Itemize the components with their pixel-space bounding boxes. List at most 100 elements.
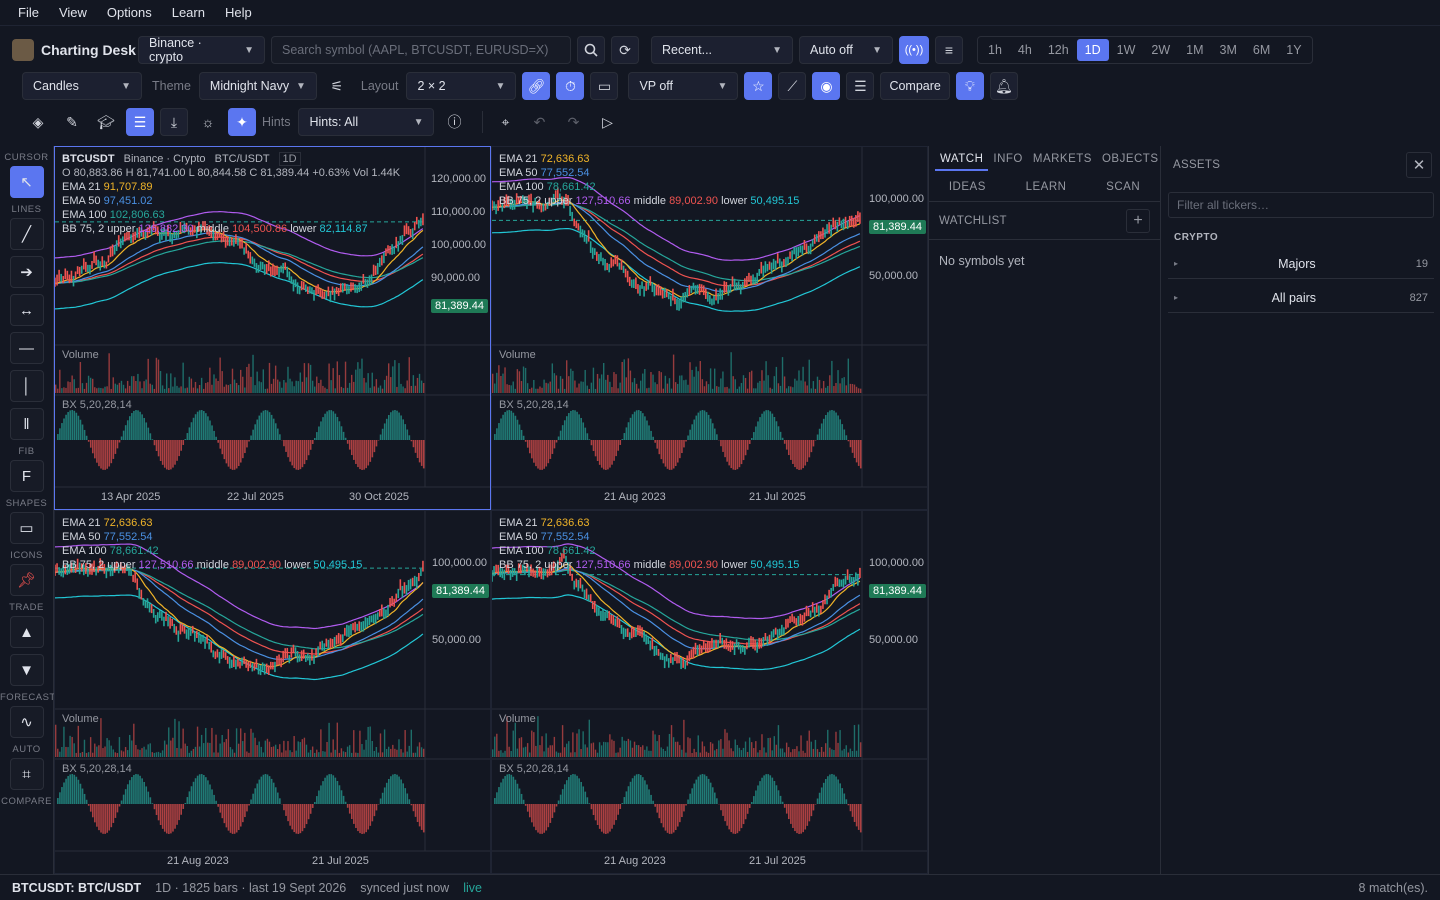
compare-button[interactable]: Compare (880, 72, 950, 100)
extended-line-tool[interactable]: ↔ (9, 294, 44, 326)
settings-sliders-button[interactable]: ⚟ (323, 72, 351, 100)
chart-legend: EMA 21 72,636.63 EMA 50 77,552.54 EMA 10… (499, 516, 799, 572)
help-button[interactable]: ⓘ (440, 108, 468, 136)
tab-markets[interactable]: MARKETS (1032, 153, 1092, 165)
tf-1d[interactable]: 1D (1076, 39, 1109, 61)
learn-button[interactable]: 🎓︎ (92, 108, 120, 136)
visibility-button[interactable]: ◉ (812, 72, 841, 100)
tab-ideas[interactable]: IDEAS (948, 180, 986, 193)
tf-4h[interactable]: 4h (1017, 43, 1032, 57)
volume-bar (584, 744, 586, 757)
bx-bar (570, 410, 572, 440)
menu-file[interactable]: File (18, 5, 39, 20)
fib-tool[interactable]: F (9, 460, 44, 492)
tf-6m[interactable]: 6M (1252, 43, 1271, 57)
layout-select[interactable]: 2 × 2 ▼ (406, 72, 517, 100)
horizontal-line-tool[interactable]: — (9, 332, 44, 364)
chart-pane-3[interactable]: EMA 21 72,636.63 EMA 50 77,552.54 EMA 10… (54, 510, 491, 874)
ema100-line (492, 203, 861, 282)
menu-help[interactable]: Help (224, 5, 252, 20)
group-all-pairs[interactable]: ▸ All pairs 827 (1168, 283, 1434, 313)
exchange-select[interactable]: Binance · crypto ▼ (138, 36, 265, 64)
bx-bar (412, 804, 415, 812)
timer-button[interactable]: ⏱︎ (556, 72, 585, 100)
volume-bar (320, 729, 322, 757)
alerts-button[interactable]: 🔔︎ (989, 72, 1018, 100)
indicators-button[interactable]: ⟋ (778, 72, 807, 100)
search-input[interactable]: Search symbol (AAPL, BTCUSDT, EURUSD=X) (271, 36, 571, 64)
sparkle-button[interactable]: ✦ (228, 108, 256, 136)
chart-pane-2[interactable]: EMA 21 72,636.63 EMA 50 77,552.54 EMA 10… (491, 146, 928, 510)
menu-learn[interactable]: Learn (171, 5, 205, 20)
group-majors[interactable]: ▸ Majors 19 (1168, 249, 1434, 279)
volume-bar (769, 737, 771, 757)
replay-button[interactable]: ▷ (593, 108, 621, 136)
tf-1m[interactable]: 1M (1186, 43, 1204, 57)
volume-bar (404, 730, 406, 757)
ray-tool[interactable]: ➔ (9, 256, 44, 288)
redo-button[interactable]: ↷ (559, 108, 587, 136)
bx-bar (301, 804, 304, 832)
list-view-button[interactable]: ☰ (126, 108, 154, 136)
menu-view[interactable]: View (58, 5, 87, 20)
volume-bar (357, 362, 359, 393)
parallel-channel-tool[interactable]: ‖ (9, 408, 44, 440)
tf-1h[interactable]: 1h (988, 43, 1002, 57)
trend-line-tool[interactable]: ╱ (9, 218, 44, 250)
chart-pane-4[interactable]: EMA 21 72,636.63 EMA 50 77,552.54 EMA 10… (491, 510, 928, 874)
volume-bar (145, 379, 147, 393)
tab-watch[interactable]: WATCH (935, 153, 989, 171)
screen-button[interactable]: ▭ (590, 72, 619, 100)
tab-info[interactable]: INFO (993, 153, 1023, 165)
bx-bar (131, 413, 133, 440)
search-button[interactable] (577, 36, 605, 64)
volume-bar (311, 746, 314, 757)
volume-bar (771, 750, 773, 757)
favorite-button[interactable]: ☆ (744, 72, 773, 100)
menu-options[interactable]: Options (106, 5, 152, 20)
download-button[interactable]: ⤓ (160, 108, 188, 136)
ticker-filter-input[interactable]: Filter all tickers… (1168, 192, 1434, 218)
auto-pattern-tool[interactable]: ⌗ (9, 758, 44, 790)
pin-tool[interactable]: 📌︎ (9, 564, 44, 596)
volume-bar (266, 738, 269, 757)
tab-learn[interactable]: LEARN (1025, 180, 1067, 193)
tf-1y[interactable]: 1Y (1286, 43, 1302, 57)
tf-2w[interactable]: 2W (1151, 43, 1171, 57)
recent-select[interactable]: Recent... ▼ (651, 36, 793, 64)
add-symbol-button[interactable]: + (1126, 208, 1150, 233)
chart-type-select[interactable]: Candles ▼ (22, 72, 142, 100)
short-position-tool[interactable]: ▼ (9, 654, 44, 686)
crosshair-button[interactable]: ⌖ (491, 108, 519, 136)
brightness-button[interactable]: ☼ (194, 108, 222, 136)
close-assets-button[interactable]: ✕ (1406, 152, 1432, 178)
link-button[interactable]: 🔗︎ (522, 72, 551, 100)
auto-select[interactable]: Auto off ▼ (799, 36, 893, 64)
layers-button[interactable]: ◈ (24, 108, 52, 136)
refresh-button[interactable]: ⟳ (611, 36, 639, 64)
tf-3m[interactable]: 3M (1219, 43, 1237, 57)
long-position-tool[interactable]: ▲ (9, 616, 44, 648)
tab-scan[interactable]: SCAN (1106, 180, 1141, 193)
volume-profile-select[interactable]: VP off ▼ (628, 72, 739, 100)
volume-bar (200, 734, 203, 757)
tf-1w[interactable]: 1W (1116, 43, 1136, 57)
hints-select[interactable]: Hints: All ▼ (298, 108, 435, 136)
volume-bar (279, 744, 281, 757)
undo-button[interactable]: ↶ (525, 108, 553, 136)
ideas-button[interactable]: 💡︎ (955, 72, 984, 100)
panel-button[interactable]: ☰ (846, 72, 875, 100)
edit-button[interactable]: ✎ (58, 108, 86, 136)
chart-pane-1[interactable]: BTCUSDT Binance · Crypto BTC/USDT 1D O 8… (54, 146, 491, 510)
theme-select[interactable]: Midnight Navy ▼ (198, 72, 317, 100)
broadcast-button[interactable]: ((•)) (899, 36, 929, 64)
forecast-tool[interactable]: ∿ (9, 706, 44, 738)
bx-bar (279, 434, 281, 440)
cursor-tool[interactable]: ↖ (9, 166, 44, 198)
add-list-button[interactable]: ≡ (935, 36, 963, 64)
tf-12h[interactable]: 12h (1047, 43, 1069, 57)
volume-bar (213, 752, 215, 757)
rectangle-tool[interactable]: ▭ (9, 512, 44, 544)
vertical-line-tool[interactable]: │ (9, 370, 44, 402)
tab-objects[interactable]: OBJECTS (1101, 153, 1159, 165)
